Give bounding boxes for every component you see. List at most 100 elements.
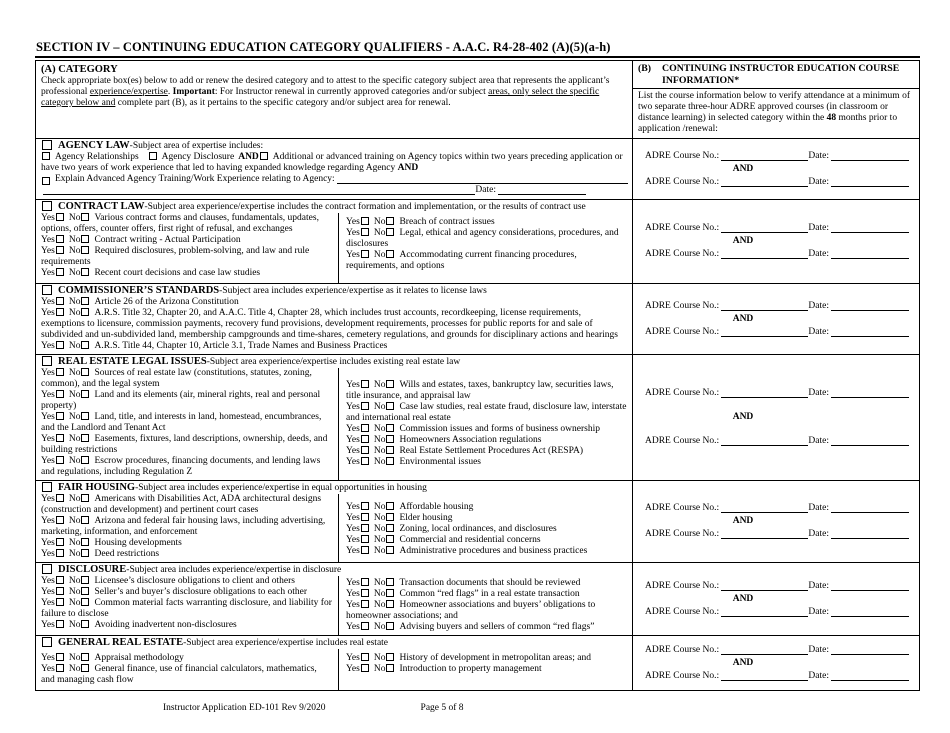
no-checkbox[interactable]: [386, 228, 395, 236]
no-checkbox[interactable]: [386, 502, 395, 510]
no-checkbox[interactable]: [81, 549, 90, 557]
yes-checkbox[interactable]: [55, 664, 64, 672]
no-checkbox[interactable]: [81, 390, 90, 398]
no-checkbox[interactable]: [386, 513, 395, 521]
no-checkbox[interactable]: [81, 297, 90, 305]
yes-checkbox[interactable]: [360, 228, 369, 236]
no-checkbox[interactable]: [81, 412, 90, 420]
yes-checkbox[interactable]: [360, 424, 369, 432]
adre-course-no-input-line[interactable]: [721, 530, 809, 539]
date-input-line[interactable]: [831, 389, 909, 398]
yes-checkbox[interactable]: [55, 390, 64, 398]
adre-course-no-input-line[interactable]: [721, 250, 809, 259]
no-checkbox[interactable]: [81, 664, 90, 672]
yes-checkbox[interactable]: [55, 434, 64, 442]
yes-checkbox[interactable]: [55, 653, 64, 661]
no-checkbox[interactable]: [81, 434, 90, 442]
no-checkbox[interactable]: [386, 578, 395, 586]
adre-course-no-input-line[interactable]: [721, 608, 809, 617]
no-checkbox[interactable]: [81, 516, 90, 524]
yes-checkbox[interactable]: [55, 235, 64, 243]
yes-checkbox[interactable]: [55, 368, 64, 376]
adre-course-no-input-line[interactable]: [721, 437, 809, 446]
yes-checkbox[interactable]: [360, 513, 369, 521]
yes-checkbox[interactable]: [360, 435, 369, 443]
no-checkbox[interactable]: [386, 546, 395, 554]
no-checkbox[interactable]: [386, 250, 395, 258]
no-checkbox[interactable]: [81, 538, 90, 546]
adre-course-no-input-line[interactable]: [721, 152, 809, 161]
yes-checkbox[interactable]: [55, 516, 64, 524]
no-checkbox[interactable]: [386, 457, 395, 465]
no-checkbox[interactable]: [81, 620, 90, 628]
yes-checkbox[interactable]: [55, 620, 64, 628]
no-checkbox[interactable]: [81, 308, 90, 316]
disclosure-checkbox[interactable]: [42, 564, 52, 574]
agency-law-checkbox[interactable]: [42, 140, 52, 150]
date-input-line[interactable]: [831, 437, 909, 446]
yes-checkbox[interactable]: [360, 457, 369, 465]
yes-checkbox[interactable]: [55, 341, 64, 349]
yes-checkbox[interactable]: [55, 598, 64, 606]
date-input-line[interactable]: [831, 302, 909, 311]
no-checkbox[interactable]: [386, 653, 395, 661]
yes-checkbox[interactable]: [360, 578, 369, 586]
date-input-line[interactable]: [831, 250, 909, 259]
adre-course-no-input-line[interactable]: [721, 328, 809, 337]
general-real-estate-checkbox[interactable]: [42, 637, 52, 647]
no-checkbox[interactable]: [81, 494, 90, 502]
yes-checkbox[interactable]: [360, 524, 369, 532]
yes-checkbox[interactable]: [360, 446, 369, 454]
agency-explain-input-line[interactable]: [336, 175, 628, 184]
no-checkbox[interactable]: [386, 524, 395, 532]
date-input-line[interactable]: [831, 530, 909, 539]
no-checkbox[interactable]: [386, 664, 395, 672]
yes-checkbox[interactable]: [360, 535, 369, 543]
no-checkbox[interactable]: [386, 589, 395, 597]
contract-law-checkbox[interactable]: [42, 201, 52, 211]
yes-checkbox[interactable]: [55, 246, 64, 254]
adre-course-no-input-line[interactable]: [721, 389, 809, 398]
agency-training-checkbox[interactable]: [259, 152, 268, 160]
no-checkbox[interactable]: [81, 587, 90, 595]
agency-date-input-line[interactable]: [498, 186, 586, 195]
no-checkbox[interactable]: [386, 535, 395, 543]
yes-checkbox[interactable]: [55, 412, 64, 420]
date-input-line[interactable]: [831, 646, 909, 655]
adre-course-no-input-line[interactable]: [721, 672, 809, 681]
yes-checkbox[interactable]: [360, 380, 369, 388]
no-checkbox[interactable]: [386, 446, 395, 454]
yes-checkbox[interactable]: [360, 502, 369, 510]
commissioners-standards-checkbox[interactable]: [42, 285, 52, 295]
no-checkbox[interactable]: [386, 402, 395, 410]
date-input-line[interactable]: [831, 152, 909, 161]
yes-checkbox[interactable]: [360, 546, 369, 554]
adre-course-no-input-line[interactable]: [721, 582, 809, 591]
yes-checkbox[interactable]: [55, 549, 64, 557]
yes-checkbox[interactable]: [360, 600, 369, 608]
yes-checkbox[interactable]: [55, 268, 64, 276]
agency-explain-input-line[interactable]: [43, 186, 476, 195]
yes-checkbox[interactable]: [360, 250, 369, 258]
adre-course-no-input-line[interactable]: [721, 178, 809, 187]
adre-course-no-input-line[interactable]: [721, 504, 809, 513]
date-input-line[interactable]: [831, 178, 909, 187]
no-checkbox[interactable]: [81, 341, 90, 349]
no-checkbox[interactable]: [81, 213, 90, 221]
yes-checkbox[interactable]: [360, 589, 369, 597]
no-checkbox[interactable]: [386, 424, 395, 432]
date-input-line[interactable]: [831, 582, 909, 591]
yes-checkbox[interactable]: [55, 494, 64, 502]
adre-course-no-input-line[interactable]: [721, 224, 809, 233]
date-input-line[interactable]: [831, 672, 909, 681]
no-checkbox[interactable]: [81, 576, 90, 584]
no-checkbox[interactable]: [386, 622, 395, 630]
yes-checkbox[interactable]: [55, 587, 64, 595]
no-checkbox[interactable]: [81, 598, 90, 606]
yes-checkbox[interactable]: [360, 622, 369, 630]
no-checkbox[interactable]: [81, 246, 90, 254]
no-checkbox[interactable]: [81, 235, 90, 243]
date-input-line[interactable]: [831, 608, 909, 617]
adre-course-no-input-line[interactable]: [721, 302, 809, 311]
no-checkbox[interactable]: [81, 456, 90, 464]
